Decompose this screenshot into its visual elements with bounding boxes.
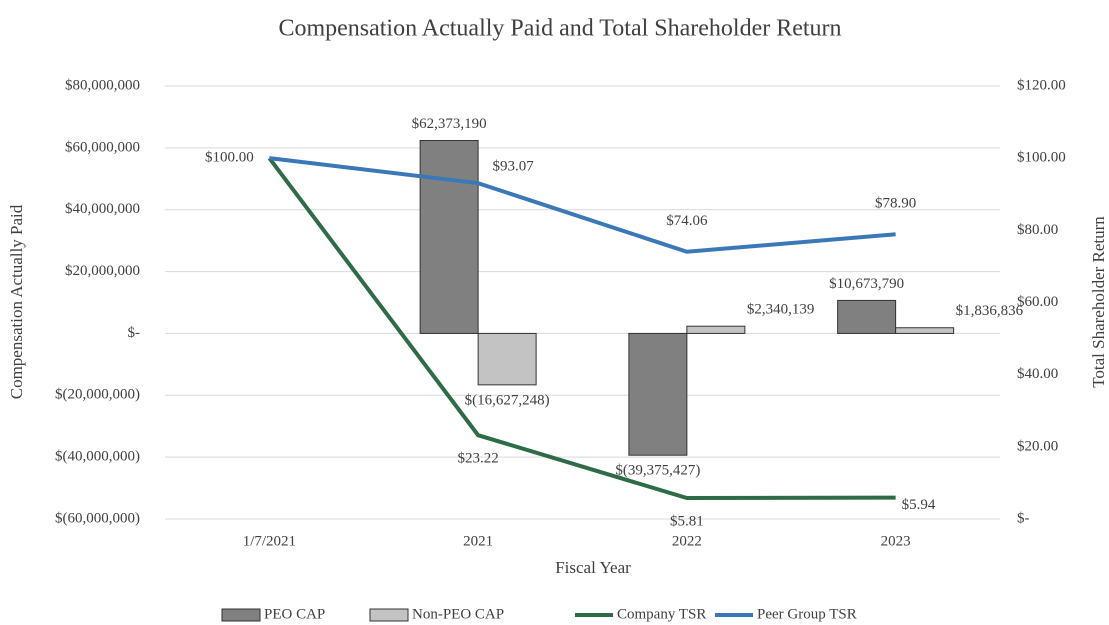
data-label: $62,373,190 [412,116,487,132]
data-label: $5.81 [670,513,704,529]
y2-tick-label: $120.00 [1017,77,1066,93]
y-tick-label: $60,000,000 [65,139,140,155]
data-label: $10,673,790 [829,276,904,292]
data-label: $1,836,836 [956,303,1024,319]
y2-tick-label: $100.00 [1017,150,1066,166]
y2-tick-label: $40.00 [1017,366,1058,382]
data-label: $100.00 [205,150,254,166]
y-tick-label: $40,000,000 [65,201,140,217]
legend-label: Company TSR [617,606,706,622]
y2-tick-label: $60.00 [1017,294,1058,310]
data-label: $78.90 [875,196,916,212]
bar [686,325,746,334]
x-tick-label: 2023 [881,533,911,549]
y2-axis-title: Total Shareholder Return [1089,216,1108,388]
bar [837,299,897,334]
x-tick-label: 2021 [463,533,493,549]
y-tick-label: $(40,000,000) [55,449,140,465]
y-tick-label: $- [128,325,141,341]
legend-label: Peer Group TSR [757,606,857,622]
x-axis-title: Fiscal Year [555,558,631,577]
y-tick-label: $(60,000,000) [55,510,140,526]
data-label: $74.06 [666,213,708,229]
line [269,156,896,254]
data-label: $5.94 [902,497,936,513]
data-label: $(39,375,427) [615,463,700,479]
bar [895,327,955,334]
y-tick-label: $20,000,000 [65,263,140,279]
y2-tick-label: $20.00 [1017,438,1058,454]
data-label: $(16,627,248) [465,392,550,408]
chart-title: Compensation Actually Paid and Total Sha… [278,16,841,42]
legend-swatch [221,608,261,622]
y2-tick-label: $80.00 [1017,222,1058,238]
y-tick-label: $(20,000,000) [55,387,140,403]
data-label: $2,340,139 [747,302,815,318]
legend-label: Non-PEO CAP [412,606,504,622]
x-tick-label: 1/7/2021 [243,533,296,549]
y-axis-title: Compensation Actually Paid [7,204,26,399]
bar [477,332,537,386]
x-tick-label: 2022 [672,533,702,549]
data-label: $23.22 [458,451,499,467]
legend-swatch [369,608,409,622]
y2-tick-label: $- [1017,510,1030,526]
line [267,156,896,501]
data-label: $93.07 [493,159,535,175]
bar [628,332,688,456]
bar [419,140,479,334]
y-tick-label: $80,000,000 [65,77,140,93]
legend-label: PEO CAP [264,606,325,622]
